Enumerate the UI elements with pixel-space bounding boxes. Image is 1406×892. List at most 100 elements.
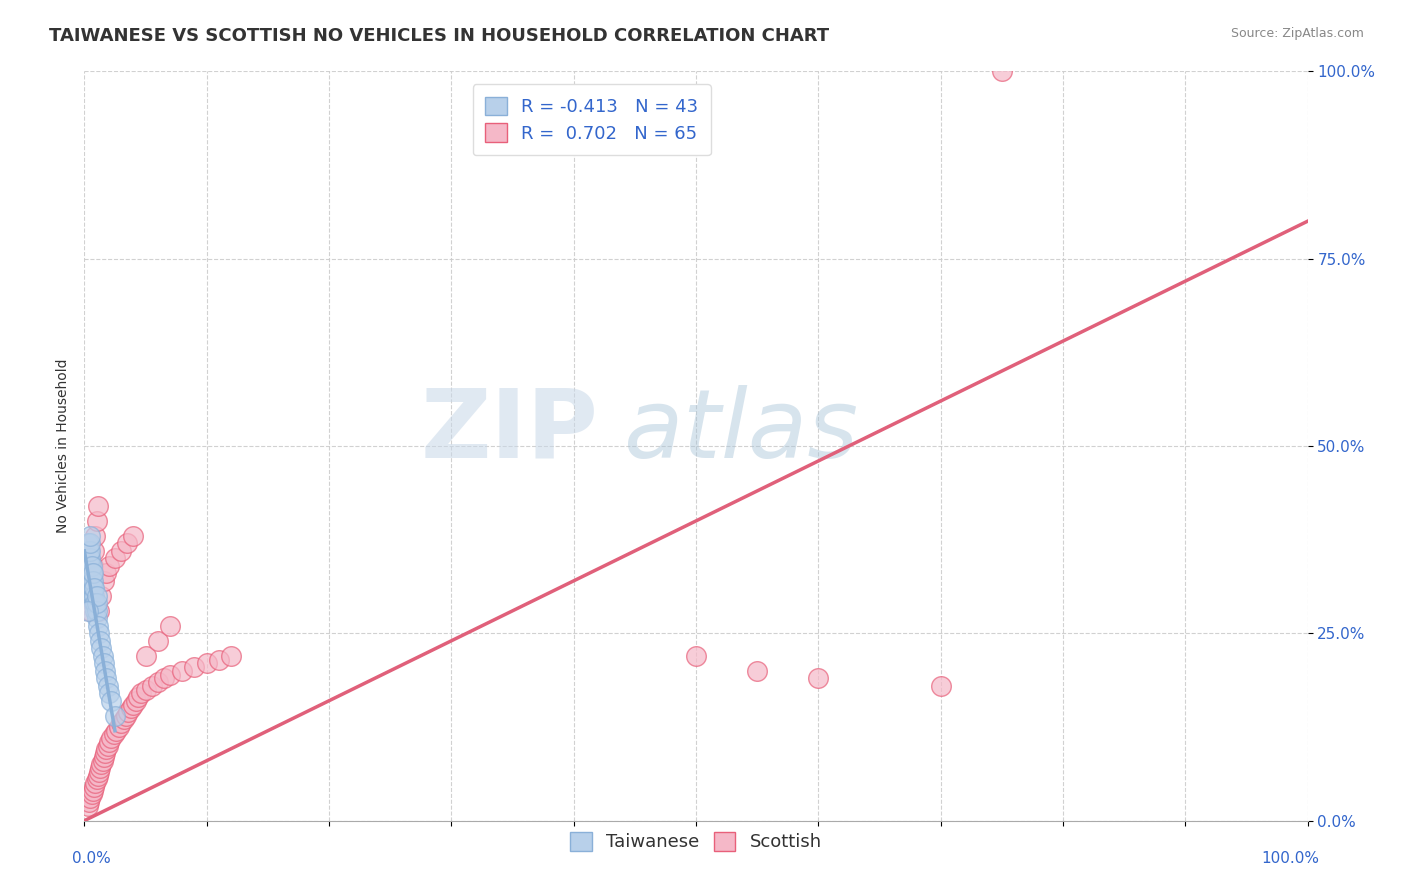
Point (84, 529, 107, 543)
Point (146, 675, 169, 690)
Point (82, 558, 104, 573)
Point (104, 551, 127, 566)
Point (77, 795, 100, 809)
Point (83, 780, 105, 794)
Point (87, 764, 110, 779)
Point (84, 596, 107, 610)
Point (195, 657, 218, 671)
Point (172, 664, 194, 678)
Point (80, 582, 103, 596)
Point (79, 529, 101, 543)
Y-axis label: No Vehicles in Household: No Vehicles in Household (56, 359, 70, 533)
Point (103, 727, 125, 741)
Point (87, 499, 110, 513)
Point (79, 536, 101, 550)
Point (84, 776, 107, 790)
Point (80, 566, 103, 581)
Point (127, 690, 149, 704)
Point (94, 664, 117, 678)
Point (83, 582, 105, 596)
Point (93, 574, 115, 588)
Point (115, 536, 138, 550)
Point (89, 761, 111, 775)
Point (82, 589, 104, 603)
Point (77, 551, 100, 566)
Point (87, 604, 110, 618)
Point (82, 574, 104, 588)
Point (100, 694, 122, 708)
Point (153, 671, 176, 685)
Point (79, 558, 101, 573)
Point (219, 648, 242, 663)
Text: ZIP: ZIP (420, 384, 598, 477)
Point (80, 788, 103, 802)
Point (83, 544, 105, 558)
Point (86, 611, 108, 625)
Point (86, 596, 108, 610)
Point (115, 708, 138, 723)
Point (107, 720, 129, 734)
Point (79, 791, 101, 805)
Point (97, 679, 120, 693)
Point (77, 798, 100, 813)
Point (90, 757, 112, 772)
Text: 100.0%: 100.0% (1261, 851, 1320, 865)
Point (100, 731, 122, 746)
Point (97, 686, 120, 700)
Point (77, 536, 100, 550)
Point (79, 574, 101, 588)
Point (159, 619, 181, 633)
Point (96, 742, 118, 756)
Point (77, 558, 100, 573)
Point (82, 582, 104, 596)
Point (77, 544, 100, 558)
Point (105, 723, 128, 738)
Point (86, 514, 108, 528)
Point (807, 671, 830, 685)
Point (97, 735, 120, 749)
Point (91, 754, 114, 768)
Point (747, 664, 769, 678)
Point (82, 783, 104, 797)
Point (93, 657, 115, 671)
Point (87, 626, 110, 640)
Point (120, 701, 142, 715)
Point (991, 64, 1014, 78)
Point (141, 679, 163, 693)
Point (104, 708, 127, 723)
Point (79, 604, 101, 618)
Point (183, 660, 205, 674)
Point (91, 648, 114, 663)
Point (79, 551, 101, 566)
Point (208, 652, 231, 666)
Point (96, 671, 118, 685)
Point (83, 596, 105, 610)
Point (80, 558, 103, 573)
Point (90, 641, 112, 656)
Point (110, 716, 132, 731)
Point (159, 667, 181, 681)
Point (77, 551, 100, 566)
Text: Source: ZipAtlas.com: Source: ZipAtlas.com (1230, 27, 1364, 40)
Point (96, 566, 118, 581)
Point (129, 686, 152, 700)
Legend: Taiwanese, Scottish: Taiwanese, Scottish (557, 820, 835, 864)
Point (112, 713, 135, 727)
Point (79, 544, 101, 558)
Point (89, 633, 111, 648)
Text: TAIWANESE VS SCOTTISH NO VEHICLES IN HOUSEHOLD CORRELATION CHART: TAIWANESE VS SCOTTISH NO VEHICLES IN HOU… (49, 27, 830, 45)
Point (135, 648, 157, 663)
Point (146, 633, 169, 648)
Point (125, 694, 148, 708)
Point (93, 750, 115, 764)
Point (97, 558, 120, 573)
Point (122, 698, 145, 712)
Point (77, 604, 100, 618)
Text: atlas: atlas (623, 384, 858, 477)
Point (122, 529, 145, 543)
Point (77, 544, 100, 558)
Point (929, 679, 952, 693)
Point (87, 769, 110, 783)
Point (97, 739, 120, 753)
Point (80, 574, 103, 588)
